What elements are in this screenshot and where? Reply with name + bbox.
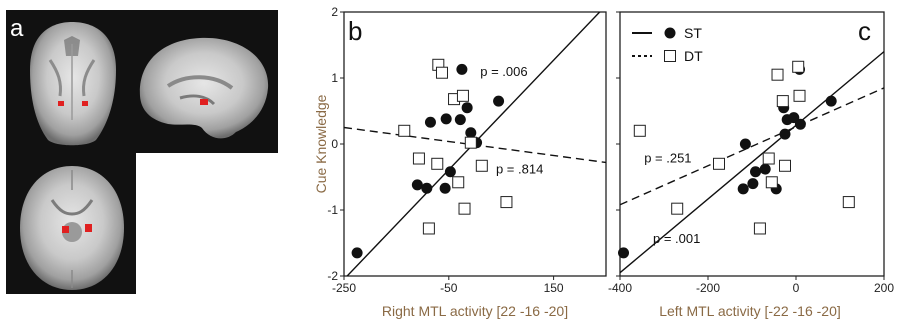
data-point-filled-circle: [444, 166, 456, 178]
data-point-filled-circle: [421, 182, 433, 194]
panel-b-pvalue-st: p = .006: [480, 64, 527, 79]
data-point-open-square: [842, 196, 855, 209]
panel-c-legend: ST DT: [632, 25, 703, 64]
data-point-filled-circle: [825, 95, 837, 107]
panel-c-letter: c: [858, 16, 871, 46]
legend-st-label: ST: [684, 25, 702, 41]
panel-a: a: [6, 10, 278, 294]
x-tick-label: -200: [696, 281, 720, 295]
panel-c-pvalue-dt: p = .251: [644, 150, 691, 165]
data-point-open-square: [762, 152, 775, 165]
data-point-open-square: [412, 152, 425, 165]
data-point-filled-circle: [739, 138, 751, 150]
data-point-filled-circle: [454, 114, 466, 126]
panel-b-xlabel: Right MTL activity [22 -16 -20]: [382, 303, 568, 319]
data-point-filled-circle: [747, 178, 759, 190]
panel-b: Cue Knowledge -250 -50 150 2 1 0 -1 -2 b p = .0…: [313, 5, 607, 319]
x-tick-label: 0: [793, 281, 800, 295]
activation-spot-right: [82, 101, 88, 106]
data-point-filled-circle: [465, 127, 477, 139]
data-point-filled-circle: [618, 247, 630, 259]
data-point-open-square: [464, 136, 477, 149]
data-point-open-square: [753, 222, 766, 235]
panel-c-xlabel: Left MTL activity [-22 -16 -20]: [659, 303, 841, 319]
activation-spot-left: [58, 101, 64, 106]
legend-dt-label: DT: [684, 48, 703, 64]
data-point-filled-circle: [759, 163, 771, 175]
activation-spot-axial-left: [62, 226, 69, 233]
x-tick-label: -50: [440, 281, 458, 295]
panel-c: -400 -200 0 200 c ST DT p = .251 p = .001 L…: [608, 11, 894, 319]
x-tick-label: -250: [332, 281, 356, 295]
data-point-open-square: [458, 202, 471, 215]
legend-dt-marker: [664, 50, 676, 62]
regression-line-solid: [620, 51, 884, 274]
sagittal-brain-slice: [139, 37, 269, 139]
panel-b-ylabel: Cue Knowledge: [313, 94, 329, 193]
data-point-open-square: [765, 176, 778, 189]
data-point-filled-circle: [493, 95, 505, 107]
data-point-filled-circle: [424, 116, 436, 128]
data-point-open-square: [500, 196, 513, 209]
data-point-filled-circle: [411, 179, 423, 191]
legend-st-marker: [664, 27, 676, 39]
data-point-filled-circle: [779, 128, 791, 140]
data-point-filled-circle: [737, 183, 749, 195]
data-point-filled-circle: [440, 113, 452, 125]
data-point-open-square: [452, 176, 465, 189]
data-point-filled-circle: [794, 118, 806, 130]
data-point-open-square: [456, 89, 469, 102]
data-point-filled-circle: [456, 63, 468, 75]
data-point-open-square: [779, 159, 791, 172]
y-tick-label: 0: [331, 137, 338, 151]
data-point-filled-circle: [461, 102, 473, 114]
data-point-open-square: [633, 124, 646, 137]
panel-b-pvalue-dt: p = .814: [496, 162, 543, 177]
data-point-filled-circle: [750, 166, 762, 178]
coronal-brain-slice: [30, 22, 116, 146]
panel-a-letter: a: [10, 15, 24, 42]
data-point-open-square: [771, 68, 784, 81]
y-tick-label: -2: [327, 269, 338, 283]
x-tick-label: 150: [544, 281, 564, 295]
data-point-open-square: [793, 89, 806, 102]
axial-brain-slice: [20, 166, 124, 290]
data-point-open-square: [671, 202, 684, 215]
data-point-open-square: [792, 60, 805, 73]
x-tick-label: 200: [874, 281, 894, 295]
data-point-open-square: [475, 159, 488, 172]
panel-b-letter: b: [348, 16, 362, 46]
data-point-open-square: [776, 95, 789, 108]
data-point-open-square: [713, 157, 725, 170]
y-tick-label: 2: [331, 5, 338, 19]
data-point-open-square: [398, 124, 411, 137]
data-point-open-square: [431, 157, 444, 170]
data-point-open-square: [435, 66, 448, 79]
data-point-filled-circle: [351, 247, 363, 259]
data-point-open-square: [422, 222, 435, 235]
x-tick-label: -400: [608, 281, 632, 295]
data-point-filled-circle: [439, 182, 451, 194]
activation-spot-sagittal: [200, 99, 208, 105]
regression-line-dashed: [620, 87, 884, 206]
activation-spot-axial-right: [85, 224, 92, 232]
y-tick-label: -1: [327, 203, 338, 217]
panel-c-pvalue-st: p = .001: [653, 231, 700, 246]
y-tick-label: 1: [331, 71, 338, 85]
